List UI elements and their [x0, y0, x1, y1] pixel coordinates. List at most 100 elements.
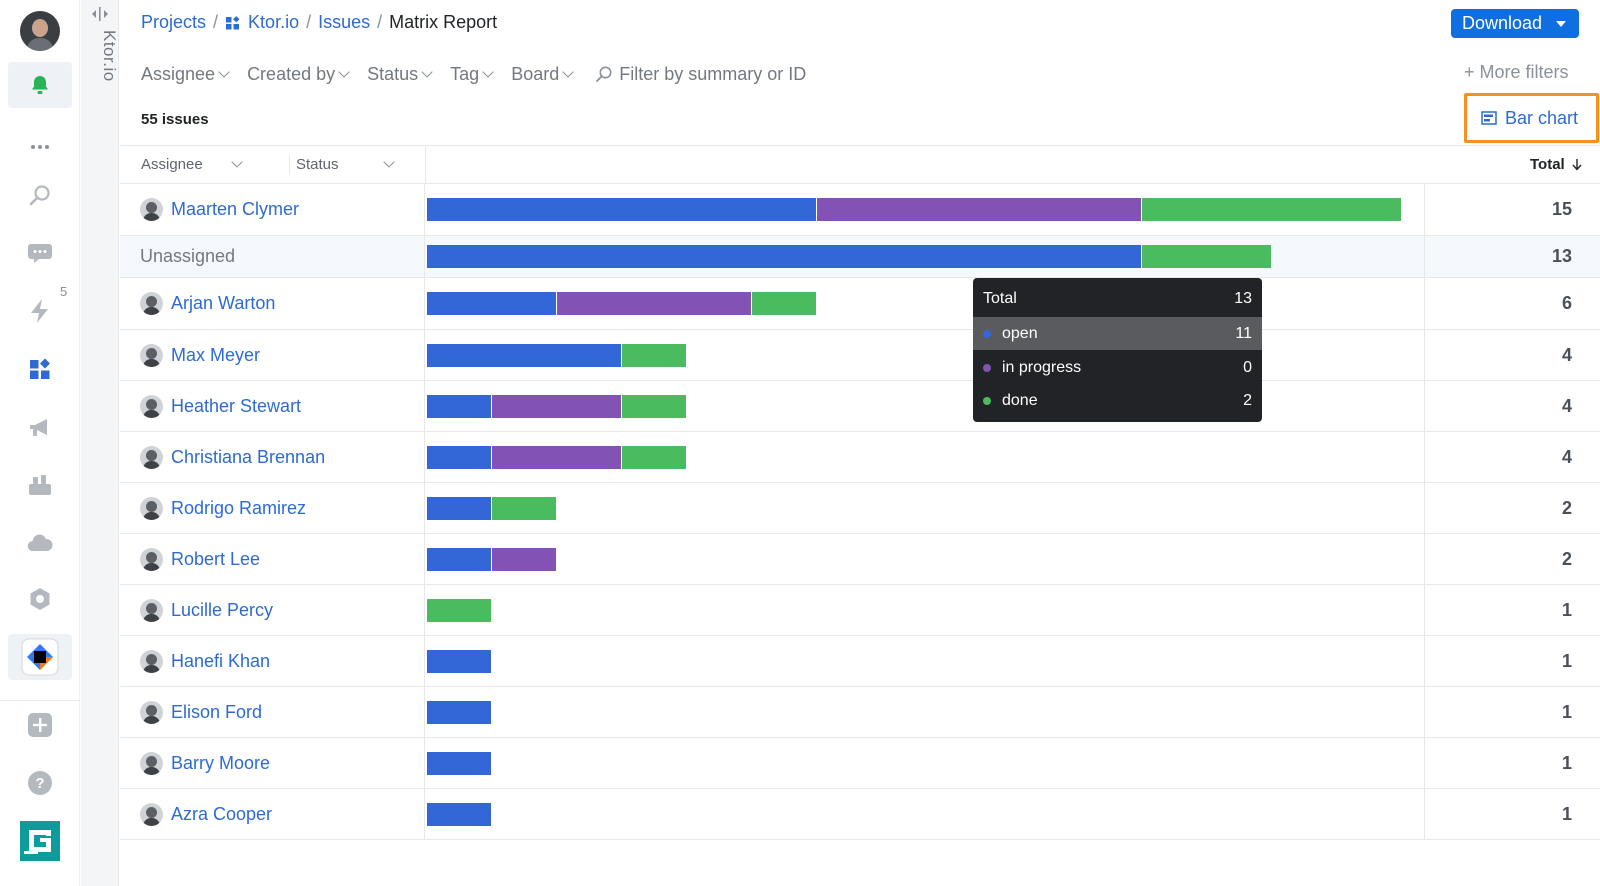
filter-status[interactable]: Status: [367, 64, 433, 85]
settings-button[interactable]: [8, 576, 72, 622]
assignee-name[interactable]: Hanefi Khan: [171, 650, 271, 671]
agile-button[interactable]: 5: [8, 284, 72, 334]
stacked-bar[interactable]: [427, 752, 491, 775]
filter-board[interactable]: Board: [511, 64, 574, 85]
filter-tag[interactable]: Tag: [450, 64, 494, 85]
expand-sidebar-icon[interactable]: [90, 6, 110, 22]
bar-segment-in-progress[interactable]: [492, 446, 621, 469]
search-icon: [29, 185, 50, 206]
user-avatar-button[interactable]: [8, 8, 72, 54]
stacked-bar[interactable]: [427, 245, 1271, 268]
stacked-bar[interactable]: [427, 650, 491, 673]
table-row[interactable]: Hanefi Khan 1: [120, 636, 1600, 687]
download-button[interactable]: Download: [1451, 9, 1579, 38]
column-header-total[interactable]: Total: [1530, 146, 1583, 183]
projects-button[interactable]: [8, 462, 72, 508]
help-button[interactable]: ?: [8, 760, 72, 806]
stacked-bar[interactable]: [427, 344, 686, 367]
assignee-name[interactable]: Maarten Clymer: [171, 199, 300, 219]
bar-segment-done[interactable]: [752, 292, 816, 315]
bar-segment-open[interactable]: [427, 395, 491, 418]
stacked-bar[interactable]: [427, 599, 491, 622]
table-row[interactable]: Christiana Brennan 4: [120, 432, 1600, 483]
bar-segment-open[interactable]: [427, 548, 491, 571]
stacked-bar[interactable]: [427, 395, 686, 418]
column-header-assignee[interactable]: Assignee: [141, 146, 243, 183]
bar-segment-open[interactable]: [427, 198, 816, 221]
youtrack-logo-button[interactable]: [8, 818, 72, 864]
table-row[interactable]: Rodrigo Ramirez 2: [120, 483, 1600, 534]
stacked-bar[interactable]: [427, 803, 491, 826]
breadcrumb-projects[interactable]: Projects: [141, 12, 207, 32]
bar-segment-open[interactable]: [427, 701, 491, 724]
bar-segment-done[interactable]: [622, 344, 686, 367]
more-filters-button[interactable]: + More filters: [1464, 62, 1569, 82]
dashboards-button[interactable]: [8, 346, 72, 392]
bar-segment-open[interactable]: [427, 245, 1141, 268]
bar-segment-open[interactable]: [427, 803, 491, 826]
table-row[interactable]: Robert Lee 2: [120, 534, 1600, 585]
more-button[interactable]: [8, 124, 72, 170]
bar-segment-in-progress[interactable]: [817, 198, 1141, 221]
assignee-name[interactable]: Heather Stewart: [171, 395, 302, 416]
bar-segment-in-progress[interactable]: [557, 292, 751, 315]
table-row[interactable]: Heather Stewart 4: [120, 381, 1600, 432]
bar-segment-in-progress[interactable]: [492, 395, 621, 418]
breadcrumb-issues[interactable]: Issues: [318, 12, 371, 32]
stacked-bar[interactable]: [427, 548, 556, 571]
bar-chart-button[interactable]: Bar chart: [1464, 93, 1599, 143]
bar-segment-in-progress[interactable]: [492, 548, 556, 571]
search-placeholder: Filter by summary or ID: [619, 63, 807, 84]
announcements-button[interactable]: [8, 404, 72, 450]
toolbox-app-button[interactable]: [8, 634, 72, 680]
helpdesk-button[interactable]: [8, 230, 72, 276]
table-row[interactable]: Arjan Warton 6: [120, 278, 1600, 330]
filter-created-by[interactable]: Created by: [247, 64, 350, 85]
bar-segment-open[interactable]: [427, 650, 491, 673]
table-row[interactable]: Lucille Percy 1: [120, 585, 1600, 636]
assignee-name[interactable]: Barry Moore: [171, 752, 271, 773]
assignee-name[interactable]: Lucille Percy: [171, 599, 274, 620]
bar-segment-done[interactable]: [622, 446, 686, 469]
assignee-name[interactable]: Max Meyer: [171, 344, 261, 365]
table-row[interactable]: Azra Cooper 1: [120, 789, 1600, 840]
stacked-bar[interactable]: [427, 497, 556, 520]
notifications-button[interactable]: [8, 62, 72, 108]
stacked-bar[interactable]: [427, 701, 491, 724]
project-strip-label[interactable]: Ktor.io: [100, 30, 119, 82]
assignee-name[interactable]: Elison Ford: [171, 701, 263, 722]
total-cell: 1: [1424, 687, 1600, 737]
table-row[interactable]: Unassigned 13: [120, 236, 1600, 278]
table-row[interactable]: Barry Moore 1: [120, 738, 1600, 789]
stacked-bar[interactable]: [427, 292, 816, 315]
bar-segment-open[interactable]: [427, 292, 556, 315]
bar-segment-done[interactable]: [492, 497, 556, 520]
stacked-bar[interactable]: [427, 198, 1401, 221]
bar-segment-open[interactable]: [427, 497, 491, 520]
table-row[interactable]: Elison Ford 1: [120, 687, 1600, 738]
filter-assignee[interactable]: Assignee: [141, 64, 230, 85]
assignee-name[interactable]: Robert Lee: [171, 548, 261, 569]
bar-segment-done[interactable]: [1142, 245, 1271, 268]
bar-segment-done[interactable]: [622, 395, 686, 418]
bar-segment-done[interactable]: [1142, 198, 1401, 221]
breadcrumb-project[interactable]: Ktor.io: [248, 12, 300, 32]
column-header-status[interactable]: Status: [296, 146, 395, 183]
assignee-name[interactable]: Rodrigo Ramirez: [171, 497, 307, 518]
bar-segment-open[interactable]: [427, 446, 491, 469]
search-input[interactable]: Filter by summary or ID: [595, 64, 806, 85]
bar-segment-open[interactable]: [427, 752, 491, 775]
bar-segment-open[interactable]: [427, 344, 621, 367]
table-row[interactable]: Max Meyer 4: [120, 330, 1600, 381]
assignee-name[interactable]: Arjan Warton: [171, 293, 276, 313]
assignee-name[interactable]: Christiana Brennan: [171, 446, 326, 467]
stacked-bar[interactable]: [427, 446, 686, 469]
table-row[interactable]: Maarten Clymer 15: [120, 184, 1600, 236]
assignee-name[interactable]: Azra Cooper: [171, 803, 273, 824]
bar-segment-done[interactable]: [427, 599, 491, 622]
cloud-button[interactable]: [8, 520, 72, 566]
search-button[interactable]: [8, 172, 72, 218]
chevron-down-icon: [231, 156, 243, 168]
avatar: [140, 700, 163, 724]
create-button[interactable]: [8, 702, 72, 748]
